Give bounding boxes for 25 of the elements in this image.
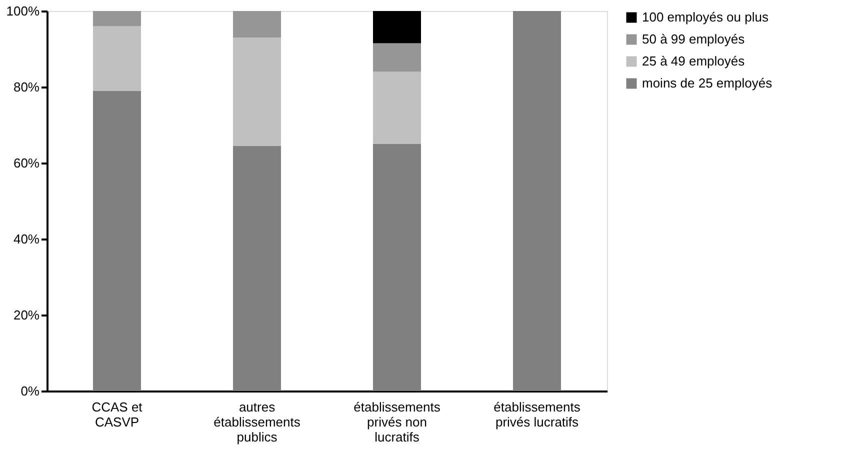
bar xyxy=(373,144,421,391)
bar xyxy=(513,11,561,391)
legend-label: 100 employés ou plus xyxy=(642,10,769,24)
bar xyxy=(93,26,141,91)
bar xyxy=(373,11,421,44)
bar xyxy=(233,38,281,146)
x-tick-label: autres établissements publics xyxy=(214,400,301,444)
legend-label: 25 à 49 employés xyxy=(642,54,746,68)
legend-label: moins de 25 employés xyxy=(642,76,773,90)
y-tick-label: 20% xyxy=(13,308,40,322)
x-tick-label: établissements privés non lucratifs xyxy=(354,400,441,444)
bar xyxy=(233,146,281,391)
legend-label: 50 à 99 employés xyxy=(642,32,746,46)
y-tick-label: 40% xyxy=(13,232,40,246)
bar xyxy=(93,90,141,391)
bar xyxy=(373,43,421,72)
y-tick-label: 0% xyxy=(20,384,40,398)
x-tick-label: CCAS et CASVP xyxy=(92,400,143,430)
y-tick-label: 100% xyxy=(6,4,40,18)
x-tick-label: établissements privés lucratifs xyxy=(494,400,581,430)
bar xyxy=(93,11,141,26)
bar xyxy=(233,11,281,38)
y-tick-label: 80% xyxy=(13,80,40,94)
y-tick-label: 60% xyxy=(13,156,40,170)
bar xyxy=(373,72,421,144)
